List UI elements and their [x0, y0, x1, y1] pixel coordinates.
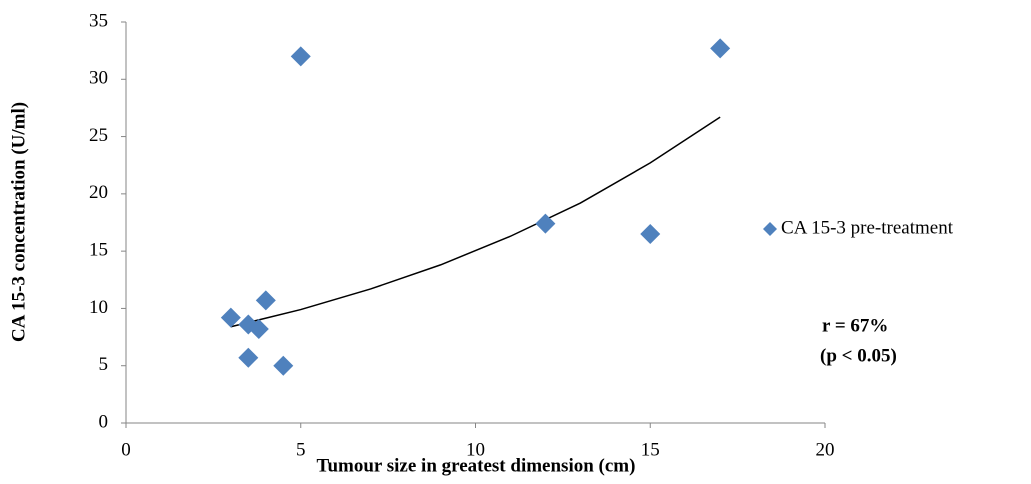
data-point — [220, 307, 241, 328]
annotation: (p < 0.05) — [820, 345, 897, 366]
y-tick-label: 5 — [99, 354, 109, 375]
x-tick-label: 10 — [466, 439, 485, 460]
legend-label: CA 15-3 pre-treatment — [781, 217, 954, 238]
legend-marker — [763, 222, 777, 236]
data-point — [710, 38, 731, 59]
y-axis-title: CA 15-3 concentration (U/ml) — [8, 102, 29, 342]
data-point — [640, 223, 661, 244]
x-axis-title: Tumour size in greatest dimension (cm) — [317, 455, 636, 476]
x-tick-label: 0 — [121, 439, 131, 460]
data-point — [290, 46, 311, 67]
data-point — [238, 347, 259, 368]
y-tick-label: 20 — [89, 182, 108, 203]
x-tick-label: 20 — [816, 439, 835, 460]
x-tick-label: 15 — [641, 439, 660, 460]
y-tick-label: 25 — [89, 125, 108, 146]
data-point — [535, 213, 556, 234]
data-point — [273, 355, 294, 376]
data-point — [255, 290, 276, 311]
y-tick-label: 35 — [89, 10, 108, 31]
data-point — [238, 314, 259, 335]
y-tick-label: 10 — [89, 297, 108, 318]
annotation: r = 67% — [822, 315, 888, 336]
y-tick-label: 30 — [89, 68, 108, 89]
x-tick-label: 5 — [296, 439, 306, 460]
data-point — [248, 319, 269, 340]
y-tick-label: 15 — [89, 240, 108, 261]
trendline — [230, 116, 721, 328]
y-tick-label: 0 — [99, 411, 109, 432]
